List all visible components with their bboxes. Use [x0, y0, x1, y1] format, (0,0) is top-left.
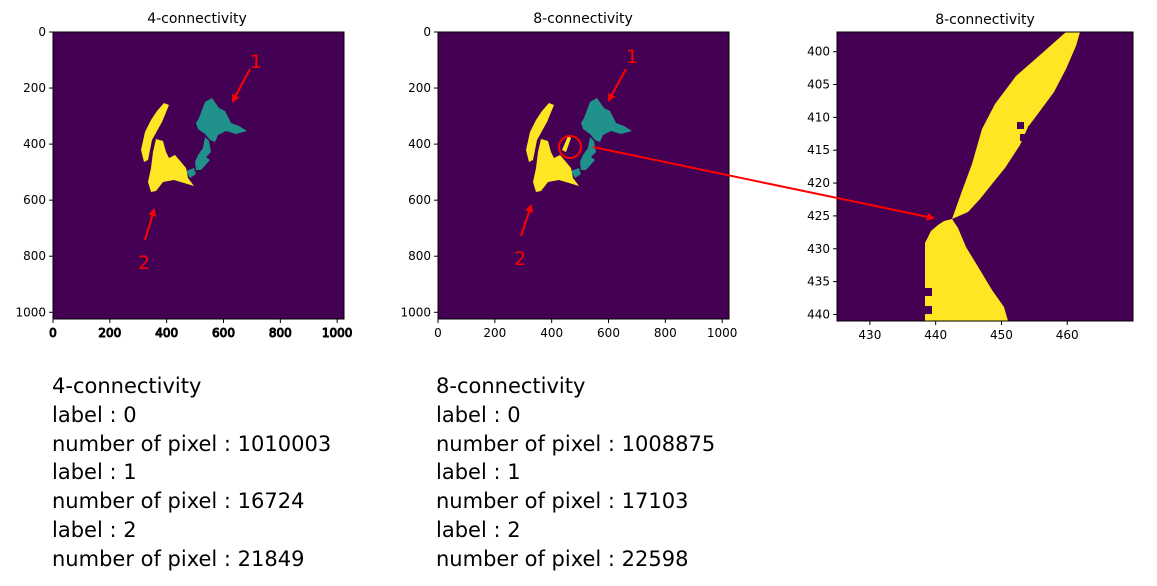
x-tick-label: 460: [1056, 328, 1079, 342]
x-tick-label: 400: [540, 326, 563, 340]
stats-line: label : 0: [436, 402, 521, 427]
x-tick-label: 600: [597, 326, 620, 340]
stats-line: label : 2: [436, 517, 521, 542]
panel-title: 8-connectivity: [935, 12, 1035, 28]
annotation-2: 2: [138, 208, 157, 274]
stats-line: label : 2: [52, 517, 137, 542]
stats-line: label : 1: [52, 460, 137, 485]
region-1: [186, 98, 247, 178]
y-tick-label: 435: [807, 275, 830, 289]
x-tick-label: 800: [269, 326, 292, 340]
y-axis: 0 200 400 600 800 1000: [400, 25, 438, 319]
x-tick-label: 1000: [322, 326, 353, 340]
y-tick-label: 1000: [15, 305, 46, 319]
connectivity-figure: 4-connectivity 1 2 0 200 400 600 800 1000 020…: [15, 11, 1134, 342]
y-tick-label: 430: [807, 242, 830, 256]
y-tick-label: 600: [408, 193, 431, 207]
x-tick-label: 800: [654, 326, 677, 340]
axes-frame: [836, 31, 1134, 322]
annotation-label-1: 1: [250, 51, 262, 73]
y-axis: 400 405 410 415 420 425 430 435 440: [807, 45, 837, 321]
panel-zoom: 8-connectivity 430 440 450 460 400 405 410 415…: [807, 12, 1134, 342]
y-tick-label: 400: [23, 137, 46, 151]
y-tick-label: 800: [408, 249, 431, 263]
y-tick-label: 440: [807, 307, 830, 321]
y-tick-label: 425: [807, 209, 830, 223]
axes-frame: [52, 31, 345, 320]
region-2: [526, 103, 579, 192]
annotation-2: 2: [514, 204, 533, 270]
y-tick-label: 1000: [400, 305, 431, 319]
zoom-arrow: [592, 146, 935, 221]
stats-line: number of pixel : 1010003: [52, 431, 332, 456]
stats-line: label : 1: [436, 460, 521, 485]
y-tick-label: 0: [423, 25, 431, 39]
region-2: [141, 103, 194, 192]
stats-line: number of pixel : 22598: [436, 546, 689, 571]
y-tick-label: 600: [23, 193, 46, 207]
y-tick-label: 400: [807, 45, 830, 59]
annotation-label-2: 2: [514, 248, 526, 270]
x-tick-label: 200: [483, 326, 506, 340]
image-background: [438, 32, 729, 319]
panel-title: 4-connectivity: [147, 11, 247, 27]
y-tick-label: 420: [807, 176, 830, 190]
zoom-circle: [558, 135, 582, 159]
x-tick-label: 200: [98, 326, 121, 340]
panel-title: 8-connectivity: [533, 11, 633, 27]
x-axis: 0 200 400 600 800 1000: [49, 319, 353, 341]
stats-title: 4-connectivity: [52, 374, 202, 398]
zoom-foreground: [925, 32, 1080, 321]
x-tick-label: 440: [924, 328, 947, 342]
panel-8-connectivity: 8-connectivity 1 2 0 200 400 600 800 1000 0 20…: [400, 11, 737, 340]
annotation-label-1: 1: [626, 46, 638, 68]
x-tick-label: 430: [858, 328, 881, 342]
annotation-label-2: 2: [138, 252, 150, 274]
x-tick-label: 450: [990, 328, 1013, 342]
x-tick-label: 600: [212, 326, 235, 340]
x-tick-label: 0: [49, 326, 57, 340]
y-tick-label: 410: [807, 110, 830, 124]
y-tick-label: 400: [408, 137, 431, 151]
x-axis: 0 200 400 600 800 1000: [434, 319, 737, 340]
region-1: [571, 98, 632, 178]
y-tick-label: 405: [807, 78, 830, 92]
annotation-1: 1: [608, 46, 638, 102]
annotation-1: 1: [232, 51, 262, 103]
x-axis: 430 440 450 460: [858, 321, 1079, 342]
y-tick-label: 415: [807, 143, 830, 157]
panel-4-connectivity: 4-connectivity 1 2 0 200 400 600 800 1000 0 20…: [15, 11, 353, 341]
stats-line: number of pixel : 17103: [436, 489, 689, 514]
stats-line: number of pixel : 21849: [52, 546, 305, 571]
y-tick-label: 0: [38, 25, 46, 39]
x-tick-label: 400: [155, 326, 178, 340]
image-background: [53, 32, 344, 319]
stats-4-connectivity: 4-connectivity label : 0 number of pixel…: [52, 372, 331, 574]
stats-8-connectivity: 8-connectivity label : 0 number of pixel…: [436, 372, 715, 574]
y-tick-label: 200: [23, 81, 46, 95]
y-axis: 0 200 400 600 800 1000: [15, 25, 53, 319]
y-tick-label: 200: [408, 81, 431, 95]
x-tick-label: 1000: [707, 326, 738, 340]
stats-line: number of pixel : 16724: [52, 489, 305, 514]
x-tick-label: 0: [434, 326, 442, 340]
y-tick-label: 800: [23, 249, 46, 263]
stats-line: number of pixel : 1008875: [436, 431, 716, 456]
stats-title: 8-connectivity: [436, 374, 586, 398]
stats-line: label : 0: [52, 402, 137, 427]
